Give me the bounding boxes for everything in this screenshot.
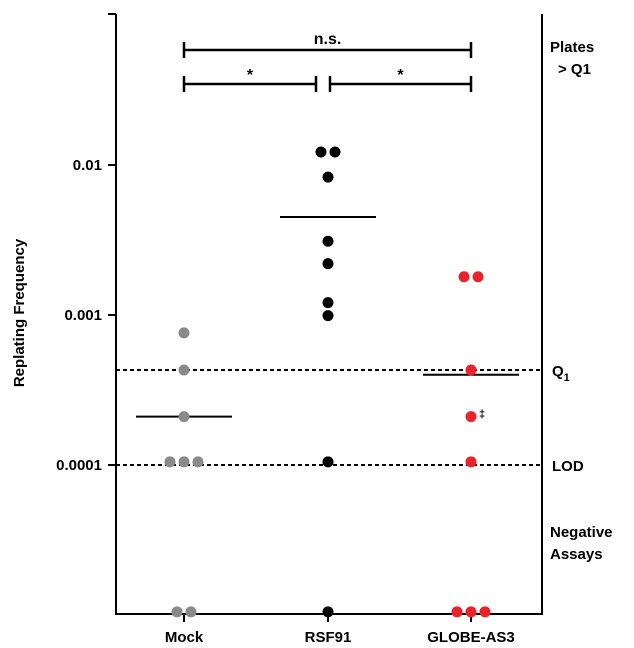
data-point bbox=[322, 171, 334, 183]
labels: Q1 LOD Plates > Q1 Negative Assays ‡ bbox=[479, 39, 613, 563]
y-tick-label: 0.0001 bbox=[56, 457, 102, 474]
plates-label: Plates bbox=[550, 39, 594, 56]
data-point bbox=[322, 297, 334, 309]
data-point bbox=[178, 411, 190, 423]
data-point bbox=[322, 456, 334, 468]
data-point bbox=[465, 456, 477, 468]
y-tick-label: 0.01 bbox=[73, 157, 102, 174]
significance-label: n.s. bbox=[314, 31, 342, 48]
data-point bbox=[178, 364, 190, 376]
data-point bbox=[465, 606, 477, 618]
x-tick-label: RSF91 bbox=[305, 629, 352, 646]
data-point bbox=[322, 606, 334, 618]
y-tick-label: 0.001 bbox=[64, 307, 102, 324]
data-point bbox=[315, 146, 327, 158]
data-point bbox=[178, 456, 190, 468]
reference-line-label: LOD bbox=[552, 458, 584, 475]
data-point bbox=[171, 606, 183, 618]
data-points bbox=[164, 146, 491, 618]
data-point bbox=[164, 456, 176, 468]
reference-line-label: Q1 bbox=[552, 363, 570, 384]
data-point bbox=[472, 271, 484, 283]
data-point bbox=[479, 606, 491, 618]
x-tick-label: GLOBE-AS3 bbox=[427, 629, 515, 646]
data-point bbox=[465, 411, 477, 423]
axes: 0.01 0.001 0.0001 Mock RSF91 GLOBE-AS3 Replati… bbox=[11, 13, 543, 646]
significance-label: * bbox=[247, 67, 254, 84]
x-tick-label: Mock bbox=[165, 629, 204, 646]
data-point bbox=[458, 271, 470, 283]
point-mark: ‡ bbox=[479, 409, 485, 421]
data-point bbox=[322, 235, 334, 247]
data-point bbox=[322, 258, 334, 270]
data-point bbox=[178, 327, 190, 339]
negative-assays-label: Assays bbox=[550, 546, 603, 563]
significance-brackets: n.s. * * bbox=[182, 31, 473, 92]
data-point bbox=[329, 146, 341, 158]
plates-label: > Q1 bbox=[558, 61, 591, 78]
data-point bbox=[185, 606, 197, 618]
data-point bbox=[451, 606, 463, 618]
y-axis-title: Replating Frequency bbox=[11, 238, 28, 387]
data-point bbox=[465, 364, 477, 376]
negative-assays-label: Negative bbox=[550, 524, 613, 541]
data-point bbox=[192, 456, 204, 468]
data-point bbox=[322, 310, 334, 322]
significance-label: * bbox=[397, 67, 404, 84]
